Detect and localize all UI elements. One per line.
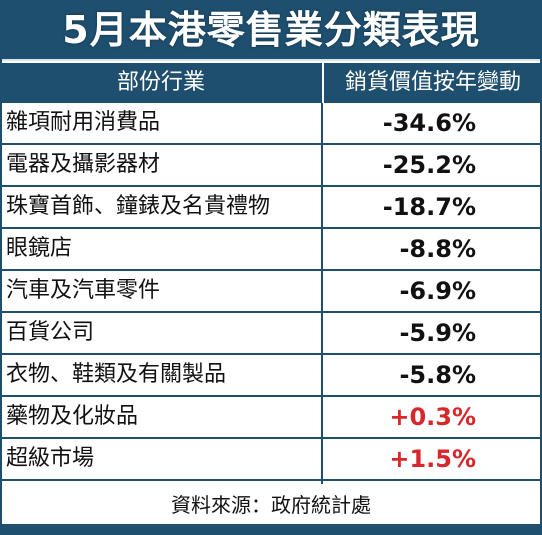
- header-value: 銷貨價值按年變動: [344, 70, 521, 95]
- table-row: 超級市場 +1.5%: [0, 439, 542, 481]
- table-row: 電器及攝影器材 -25.2%: [0, 145, 542, 187]
- row-category: 超級市場: [6, 446, 95, 471]
- table-header: 部份行業 銷貨價值按年變動: [0, 63, 542, 103]
- table-row: 藥物及化妝品 +0.3%: [0, 397, 542, 439]
- row-category: 珠寶首飾、鐘錶及名貴禮物: [6, 194, 271, 219]
- row-category: 汽車及汽車零件: [6, 278, 161, 303]
- row-category: 衣物、鞋類及有關製品: [6, 362, 227, 387]
- row-value: -6.9%: [399, 277, 476, 305]
- row-value: -18.7%: [382, 193, 476, 221]
- left-border: [0, 0, 2, 535]
- source-note: 資料來源：政府統計處: [171, 493, 371, 517]
- header-category: 部份行業: [116, 70, 205, 95]
- row-value: -8.8%: [399, 235, 476, 263]
- header-divider: [322, 63, 324, 103]
- right-border: [540, 0, 542, 535]
- row-value: -5.8%: [399, 361, 476, 389]
- row-category: 百貨公司: [6, 320, 95, 345]
- column-divider: [321, 103, 323, 484]
- row-category: 電器及攝影器材: [6, 152, 161, 177]
- table-row: 眼鏡店 -8.8%: [0, 229, 542, 271]
- table-row: 雜項耐用消費品 -34.6%: [0, 103, 542, 145]
- row-value: +0.3%: [389, 403, 476, 431]
- row-category: 雜項耐用消費品: [6, 110, 161, 135]
- table-row: 百貨公司 -5.9%: [0, 313, 542, 355]
- bottom-bar: [0, 524, 542, 535]
- table-row: 汽車及汽車零件 -6.9%: [0, 271, 542, 313]
- title-bar: 5月本港零售業分類表現: [0, 0, 542, 61]
- page-title: 5月本港零售業分類表現: [62, 8, 480, 52]
- row-category: 眼鏡店: [6, 236, 73, 261]
- table-row: 珠寶首飾、鐘錶及名貴禮物 -18.7%: [0, 187, 542, 229]
- row-category: 藥物及化妝品: [6, 404, 139, 429]
- row-value: -34.6%: [382, 109, 476, 137]
- table-row: 衣物、鞋類及有關製品 -5.8%: [0, 355, 542, 397]
- row-value: -5.9%: [399, 319, 476, 347]
- row-value: +1.5%: [389, 445, 476, 473]
- row-value: -25.2%: [382, 151, 476, 179]
